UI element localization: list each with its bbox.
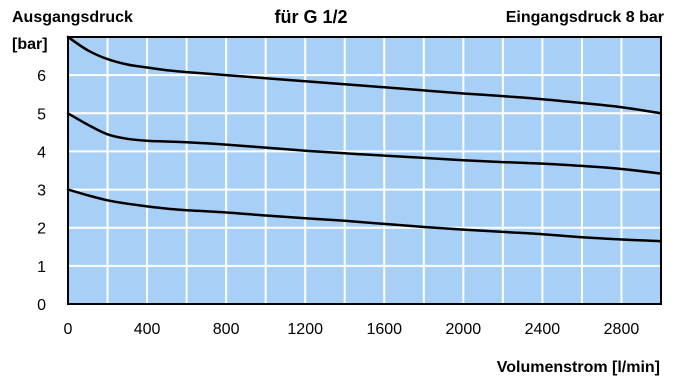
chart-title: für G 1/2 bbox=[274, 7, 347, 27]
series-group bbox=[66, 35, 663, 243]
x-tick-label: 2000 bbox=[446, 321, 482, 338]
y-axis-title-line2: [bar] bbox=[12, 36, 48, 53]
series-line-3 bbox=[66, 188, 663, 243]
y-tick-label: 6 bbox=[37, 68, 46, 85]
y-axis-title-line1: Ausgangsdruck bbox=[12, 9, 133, 26]
x-tick-labels: 0 400 800 1200 1600 2000 2400 2800 bbox=[64, 321, 640, 338]
y-tick-label: 2 bbox=[37, 221, 46, 238]
x-axis-title: Volumenstrom [l/min] bbox=[497, 359, 660, 376]
y-tick-label: 5 bbox=[37, 106, 46, 123]
y-tick-label: 3 bbox=[37, 183, 46, 200]
inlet-pressure-note: Eingangsdruck 8 bar bbox=[506, 9, 664, 26]
series-line-1 bbox=[66, 35, 663, 115]
x-tick-label: 2800 bbox=[604, 321, 640, 338]
y-tick-label: 1 bbox=[37, 259, 46, 276]
plot-background bbox=[68, 37, 661, 304]
plot-frame bbox=[67, 36, 662, 305]
y-tick-labels: 0 1 2 3 4 5 6 bbox=[37, 68, 46, 314]
x-tick-label: 1600 bbox=[366, 321, 402, 338]
y-tick-label: 4 bbox=[37, 144, 46, 161]
y-tick-label: 0 bbox=[37, 297, 46, 314]
x-tick-label: 800 bbox=[213, 321, 240, 338]
x-tick-label: 1200 bbox=[287, 321, 323, 338]
plot-area bbox=[66, 35, 663, 305]
x-tick-label: 0 bbox=[64, 321, 73, 338]
x-tick-label: 2400 bbox=[525, 321, 561, 338]
x-tick-label: 400 bbox=[134, 321, 161, 338]
series-line-2 bbox=[66, 112, 663, 175]
